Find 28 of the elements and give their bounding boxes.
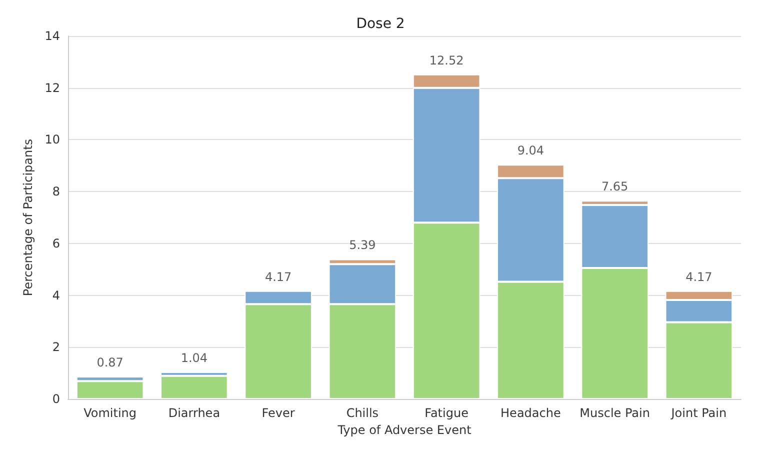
y-tick-label: 4 (52, 288, 60, 302)
x-tick-label: Muscle Pain (580, 406, 650, 420)
total-label: 5.39 (349, 238, 376, 252)
y-tick-label: 6 (52, 236, 60, 250)
x-tick-label: Vomiting (84, 406, 137, 420)
x-tick-label: Diarrhea (168, 406, 220, 420)
total-label: 7.65 (601, 180, 628, 194)
bar (160, 376, 228, 399)
x-tick-label: Headache (500, 406, 561, 420)
total-label: 4.17 (686, 270, 712, 284)
y-tick-label: 12 (44, 80, 60, 95)
y-axis-title: Percentage of Participants (20, 138, 35, 296)
x-tick-label: Fatigue (424, 406, 468, 420)
y-tick-label: 2 (52, 340, 60, 354)
x-tick-label: Chills (346, 406, 379, 420)
y-tick-label: 0 (52, 392, 60, 406)
y-tick-label: 14 (44, 29, 60, 43)
total-label: 1.04 (180, 351, 208, 366)
y-tick-label: 10 (44, 132, 60, 147)
x-tick-label: Fever (262, 406, 295, 420)
x-axis-title: Type of Adverse Event (336, 422, 472, 437)
total-label: 9.04 (517, 144, 544, 158)
chart-title: Dose 2 (356, 16, 405, 32)
total-label: 12.52 (429, 53, 464, 68)
x-tick-label: Joint Pain (670, 406, 727, 420)
total-label: 0.87 (96, 355, 124, 370)
total-label: 4.17 (264, 270, 292, 284)
y-tick-label: 8 (52, 184, 60, 199)
